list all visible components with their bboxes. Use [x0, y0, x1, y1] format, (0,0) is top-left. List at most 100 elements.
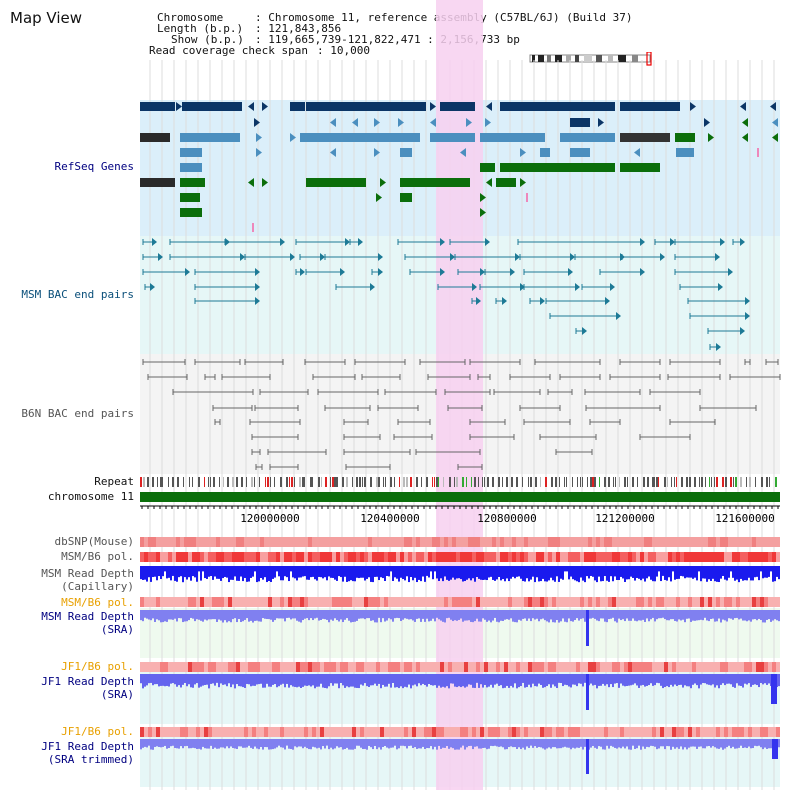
gene-arrow[interactable] [740, 102, 746, 111]
gene-arrow[interactable] [634, 148, 640, 157]
bac-arrow[interactable] [745, 297, 750, 305]
gene-arrow[interactable] [256, 148, 262, 157]
bac-arrow[interactable] [520, 283, 525, 291]
gene-arrow[interactable] [520, 178, 526, 187]
gene-arrow[interactable] [466, 118, 472, 127]
bac-arrow[interactable] [378, 268, 383, 276]
gene-feature[interactable] [675, 133, 695, 142]
gene-feature[interactable] [140, 102, 175, 111]
gene-arrow[interactable] [460, 148, 466, 157]
gene-arrow[interactable] [376, 193, 382, 202]
gene-feature[interactable] [182, 102, 242, 111]
bac-arrow[interactable] [440, 268, 445, 276]
bac-arrow[interactable] [568, 268, 573, 276]
bac-arrow[interactable] [370, 283, 375, 291]
bac-arrow[interactable] [502, 297, 507, 305]
gene-arrow[interactable] [772, 133, 778, 142]
gene-arrow[interactable] [352, 118, 358, 127]
gene-feature[interactable] [400, 148, 412, 157]
gene-arrow[interactable] [256, 133, 262, 142]
bac-arrow[interactable] [378, 253, 383, 261]
gene-feature[interactable] [540, 148, 550, 157]
bac-arrow[interactable] [740, 238, 745, 246]
bac-arrow[interactable] [640, 238, 645, 246]
bac-arrow[interactable] [720, 238, 725, 246]
gene-arrow[interactable] [430, 102, 436, 111]
gene-feature[interactable] [757, 148, 759, 157]
gene-feature[interactable] [526, 193, 528, 202]
gene-arrow[interactable] [742, 118, 748, 127]
chromosome-ideogram[interactable] [528, 52, 656, 66]
bac-arrow[interactable] [320, 253, 325, 261]
gene-arrow[interactable] [374, 118, 380, 127]
gene-feature[interactable] [180, 178, 205, 187]
gene-feature[interactable] [400, 178, 470, 187]
gene-feature[interactable] [252, 223, 254, 232]
gene-arrow[interactable] [330, 118, 336, 127]
bac-arrow[interactable] [605, 297, 610, 305]
gene-arrow[interactable] [176, 102, 182, 111]
bac-arrow[interactable] [575, 283, 580, 291]
bac-arrow[interactable] [570, 253, 575, 261]
gene-arrow[interactable] [770, 102, 776, 111]
gene-arrow[interactable] [486, 178, 492, 187]
bac-arrow[interactable] [670, 238, 675, 246]
gene-feature[interactable] [480, 163, 495, 172]
bac-arrow[interactable] [240, 253, 245, 261]
gene-feature[interactable] [560, 163, 615, 172]
gene-arrow[interactable] [380, 178, 386, 187]
bac-arrow[interactable] [745, 312, 750, 320]
bac-arrow[interactable] [660, 253, 665, 261]
gene-arrow[interactable] [520, 148, 526, 157]
gene-arrow[interactable] [690, 102, 696, 111]
gene-arrow[interactable] [262, 178, 268, 187]
gene-arrow[interactable] [480, 208, 486, 217]
bac-arrow[interactable] [358, 238, 363, 246]
gene-feature[interactable] [300, 133, 380, 142]
gene-feature[interactable] [676, 148, 694, 157]
gene-arrow[interactable] [290, 133, 296, 142]
bac-arrow[interactable] [515, 253, 520, 261]
bac-arrow[interactable] [255, 268, 260, 276]
bac-arrow[interactable] [510, 268, 515, 276]
gene-arrow[interactable] [485, 118, 491, 127]
gene-arrow[interactable] [704, 118, 710, 127]
bac-arrow[interactable] [158, 253, 163, 261]
gene-feature[interactable] [400, 193, 412, 202]
bac-arrow[interactable] [582, 327, 587, 335]
gene-arrow[interactable] [708, 133, 714, 142]
gene-feature[interactable] [496, 178, 516, 187]
gene-arrow[interactable] [772, 118, 778, 127]
gene-arrow[interactable] [486, 102, 492, 111]
bac-arrow[interactable] [616, 312, 621, 320]
gene-arrow[interactable] [254, 118, 260, 127]
gene-feature[interactable] [380, 133, 420, 142]
gene-arrow[interactable] [480, 193, 486, 202]
gene-feature[interactable] [440, 102, 475, 111]
bac-arrow[interactable] [280, 238, 285, 246]
bac-arrow[interactable] [345, 238, 350, 246]
bac-arrow[interactable] [640, 268, 645, 276]
gene-feature[interactable] [180, 133, 240, 142]
gene-arrow[interactable] [248, 102, 254, 111]
bac-arrow[interactable] [450, 253, 455, 261]
bac-arrow[interactable] [728, 268, 733, 276]
gene-feature[interactable] [180, 163, 202, 172]
gene-feature[interactable] [570, 118, 590, 127]
bac-arrow[interactable] [440, 238, 445, 246]
bac-arrow[interactable] [300, 268, 305, 276]
gene-feature[interactable] [306, 178, 366, 187]
bac-arrow[interactable] [476, 297, 481, 305]
bac-arrow[interactable] [255, 297, 260, 305]
gene-arrow[interactable] [398, 118, 404, 127]
gene-arrow[interactable] [248, 178, 254, 187]
bac-arrow[interactable] [152, 238, 157, 246]
bac-arrow[interactable] [718, 283, 723, 291]
bac-arrow[interactable] [472, 283, 477, 291]
gene-feature[interactable] [306, 102, 426, 111]
gene-arrow[interactable] [330, 148, 336, 157]
gene-arrow[interactable] [262, 102, 268, 111]
gene-feature[interactable] [620, 133, 670, 142]
bac-arrow[interactable] [290, 253, 295, 261]
gene-arrow[interactable] [598, 118, 604, 127]
